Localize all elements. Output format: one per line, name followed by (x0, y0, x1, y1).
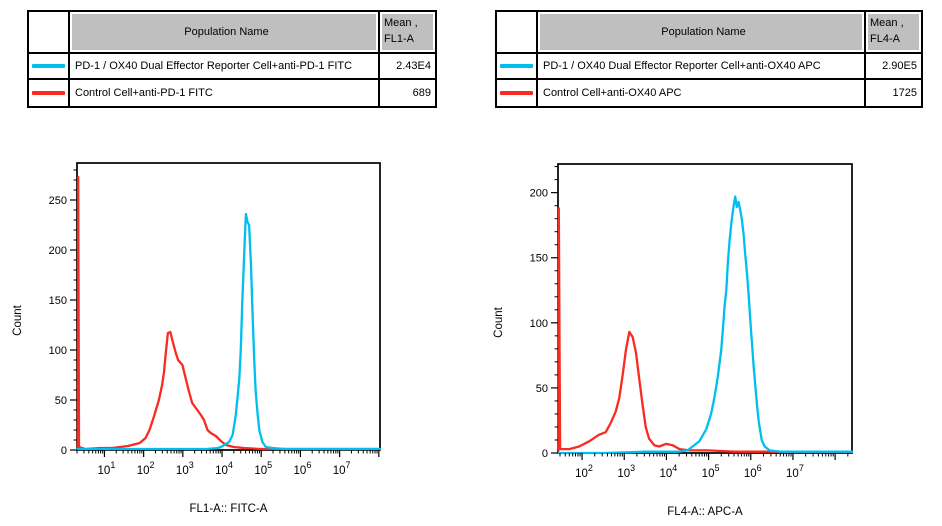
cyan-series-swatch (500, 64, 533, 68)
svg-text:105: 105 (702, 463, 720, 480)
legend-header-row: Population Name Mean , FL1-A (29, 12, 435, 54)
population-name-header: Population Name (70, 12, 380, 52)
svg-text:FL4-A:: APC-A: FL4-A:: APC-A (667, 506, 743, 518)
svg-text:50: 50 (536, 383, 548, 395)
legend-row-control-cell: Control Cell+anti-PD-1 FITC 689 (29, 80, 435, 106)
legend-header-row: Population Name Mean , FL4-A (497, 12, 921, 54)
legend-row-reporter-cell: PD-1 / OX40 Dual Effector Reporter Cell+… (29, 54, 435, 80)
legend-row-control-cell: Control Cell+anti-OX40 APC 1725 (497, 80, 921, 106)
svg-text:0: 0 (542, 448, 548, 460)
svg-text:102: 102 (575, 463, 593, 480)
swatch-cell (497, 80, 538, 106)
svg-text:104: 104 (659, 463, 677, 480)
svg-text:100: 100 (49, 345, 67, 357)
mean-header-line2: FL1-A (384, 33, 414, 45)
swatch-cell (29, 54, 70, 78)
mean-header-line1: Mean , (384, 17, 418, 30)
mean-header: Mean , FL4-A (866, 12, 921, 52)
svg-text:150: 150 (530, 253, 548, 265)
legend-row-reporter-cell: PD-1 / OX40 Dual Effector Reporter Cell+… (497, 54, 921, 80)
svg-text:250: 250 (49, 195, 67, 207)
svg-text:200: 200 (49, 245, 67, 257)
legend-swatch-header-cell (29, 12, 70, 52)
svg-text:105: 105 (254, 460, 272, 477)
svg-text:107: 107 (786, 463, 804, 480)
svg-text:Count: Count (12, 304, 24, 335)
population-name: PD-1 / OX40 Dual Effector Reporter Cell+… (538, 54, 866, 78)
mean-header: Mean , FL1-A (380, 12, 435, 52)
legend-table-fl1: Population Name Mean , FL1-A PD-1 / OX40… (27, 10, 437, 108)
svg-text:103: 103 (617, 463, 635, 480)
mean-value: 689 (412, 87, 431, 99)
legend-table-fl4: Population Name Mean , FL4-A PD-1 / OX40… (495, 10, 923, 108)
svg-text:FL1-A:: FITC-A: FL1-A:: FITC-A (190, 503, 268, 515)
svg-text:102: 102 (137, 460, 155, 477)
red-series-swatch (32, 91, 65, 95)
mean-value: 1725 (892, 87, 917, 99)
svg-text:103: 103 (176, 460, 194, 477)
population-name: Control Cell+anti-PD-1 FITC (70, 80, 380, 106)
svg-text:106: 106 (294, 460, 312, 477)
population-name: PD-1 / OX40 Dual Effector Reporter Cell+… (70, 54, 380, 78)
svg-text:150: 150 (49, 295, 67, 307)
population-name: Control Cell+anti-OX40 APC (538, 80, 866, 106)
mean-value: 2.43E4 (396, 60, 431, 72)
svg-text:Count: Count (493, 306, 505, 337)
legend-swatch-header-cell (497, 12, 538, 52)
mean-value: 2.90E5 (882, 60, 917, 72)
mean-header-line1: Mean , (870, 17, 904, 30)
cyan-series-swatch (32, 64, 65, 68)
swatch-cell (497, 54, 538, 78)
svg-text:200: 200 (530, 188, 548, 200)
fl1-fitc-histogram: 101 102 103 104 105 106 107 0 50 100 150 200 250 FL1-… (12, 162, 382, 515)
svg-text:100: 100 (530, 318, 548, 330)
svg-text:104: 104 (215, 460, 233, 477)
swatch-cell (29, 80, 70, 106)
mean-header-line2: FL4-A (870, 33, 900, 45)
svg-text:106: 106 (744, 463, 762, 480)
population-name-header: Population Name (538, 12, 866, 52)
svg-text:107: 107 (333, 460, 351, 477)
svg-text:50: 50 (55, 395, 67, 407)
svg-text:101: 101 (98, 460, 116, 477)
svg-text:0: 0 (61, 445, 67, 457)
red-series-swatch (500, 91, 533, 95)
